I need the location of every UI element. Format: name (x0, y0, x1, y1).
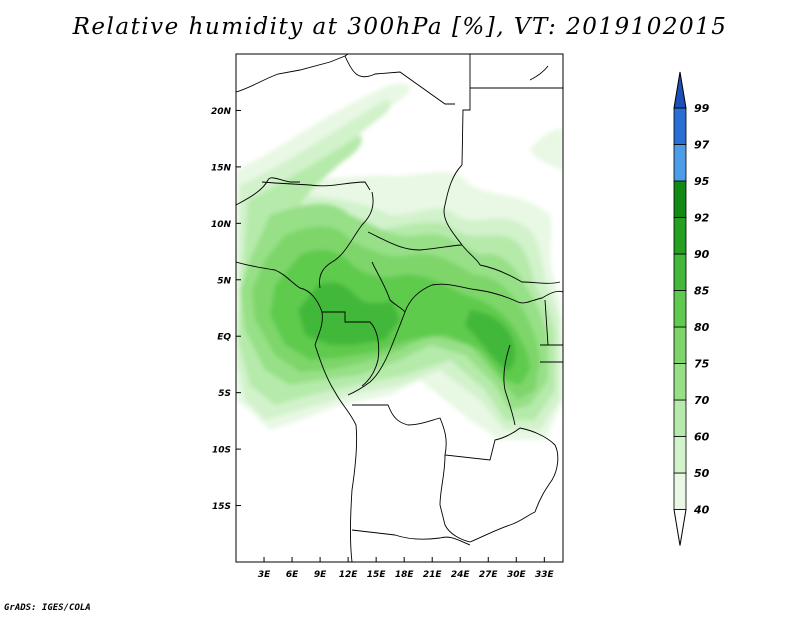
colorbar-label: 75 (694, 358, 710, 371)
border-chad-car (367, 231, 463, 251)
border-mali-niger (236, 177, 300, 206)
border-tanzania (519, 427, 559, 513)
border-angola-south (351, 529, 471, 546)
y-tick-label: EQ (217, 333, 231, 343)
x-tick-label: 18E (395, 570, 415, 580)
colorbar-segment (673, 472, 687, 510)
x-tick-label: 33E (535, 570, 555, 580)
map-title: Relative humidity at 300hPa [%], VT: 201… (72, 14, 728, 40)
colorbar-segment (673, 436, 687, 474)
colorbar-segment (673, 107, 687, 145)
y-tick-label: 20N (211, 107, 232, 117)
colorbar-label: 99 (694, 102, 710, 115)
x-tick-label: 12E (339, 570, 359, 580)
colorbar-label: 95 (694, 175, 710, 188)
x-tick-label: 30E (507, 570, 527, 580)
border-east (540, 299, 563, 363)
colorbar-label: 50 (694, 467, 710, 480)
colorbar-extend-low (673, 509, 687, 546)
border-libya-sudan (461, 54, 471, 166)
y-axis: 20N 15N 10N 5N EQ 5S 10S 15S (211, 107, 241, 512)
colorbar-segment (673, 180, 687, 218)
grads-credit: GrADS: IGES/COLA (4, 603, 91, 613)
border-zambia (439, 454, 536, 543)
border-congo-drc (347, 311, 406, 396)
x-tick-label: 27E (479, 570, 499, 580)
border-north-2 (344, 55, 455, 105)
coast-nile-ne (529, 65, 549, 81)
border-gabon-congo (322, 311, 380, 387)
y-tick-label: 5S (218, 389, 231, 399)
colorbar-label: 80 (694, 321, 710, 334)
humidity-field (236, 83, 563, 441)
y-tick-label: 10S (212, 446, 231, 456)
border-niger-nigeria (261, 181, 371, 191)
country-borders (236, 54, 563, 562)
y-tick-label: 15S (212, 502, 231, 512)
colorbar-segment (673, 290, 687, 328)
x-tick-label: 15E (367, 570, 387, 580)
colorbar-segment (673, 363, 687, 401)
colorbar-segment (673, 326, 687, 364)
colorbar-label: 70 (694, 394, 710, 407)
border-car-drc (404, 283, 519, 313)
colorbar-segment (673, 217, 687, 255)
x-tick-label: 3E (258, 570, 271, 580)
colorbar-label: 97 (694, 139, 710, 152)
colorbar-label: 85 (694, 285, 710, 298)
y-tick-label: 15N (211, 163, 232, 173)
y-tick-label: 5N (217, 276, 231, 286)
y-tick-label: 10N (211, 220, 232, 230)
colorbar-segment (673, 253, 687, 291)
colorbar-label: 90 (694, 248, 710, 261)
x-tick-label: 24E (451, 570, 471, 580)
coastline-west-africa (236, 261, 358, 562)
border-cameroon-car (371, 261, 406, 313)
x-tick-label: 9E (314, 570, 327, 580)
map-frame (235, 53, 564, 563)
border-nigeria-cameroon (319, 191, 374, 289)
colorbar-label: 40 (693, 504, 710, 517)
rh-85-area (298, 282, 400, 345)
colorbar-segment (673, 399, 687, 437)
x-tick-label: 21E (423, 570, 443, 580)
border-north-1 (236, 54, 349, 93)
x-axis: 3E 6E 9E 12E 15E 18E 21E 24E 27E 30E 33E (258, 557, 555, 580)
border-ss-uganda (517, 290, 563, 304)
border-drc-angola (352, 404, 521, 461)
border-sudan-ss (479, 264, 561, 284)
colorbar-label: 92 (694, 212, 710, 225)
border-great-lakes (503, 344, 516, 426)
colorbar-label: 60 (694, 431, 710, 444)
colorbar: 40 50 60 70 75 80 85 90 92 95 97 99 (673, 71, 710, 546)
x-tick-label: 6E (286, 570, 299, 580)
rh-85-area-east (465, 310, 516, 372)
colorbar-segment (673, 144, 687, 182)
colorbar-extend-high (673, 71, 687, 109)
border-chad-sudan (443, 164, 481, 266)
rh-40-area-ne (530, 128, 563, 170)
